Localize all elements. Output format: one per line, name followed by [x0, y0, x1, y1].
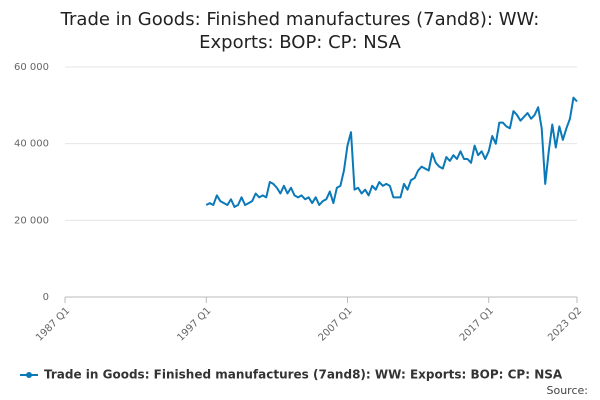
y-tick-label: 20 000	[14, 215, 49, 226]
legend-marker	[26, 372, 32, 378]
series-line	[205, 96, 578, 208]
y-tick-label: 0	[43, 292, 49, 303]
x-tick-label: 2017 Q1	[458, 305, 496, 343]
y-tick-label: 40 000	[14, 139, 49, 150]
x-tick-label: 1997 Q1	[175, 305, 213, 343]
x-tick-label: 2007 Q1	[317, 305, 355, 343]
x-tick-label: 1987 Q1	[34, 305, 72, 343]
chart-title: Trade in Goods: Finished manufactures (7…	[60, 9, 540, 53]
y-tick-label: 60 000	[14, 62, 49, 73]
x-tick-label: 2023 Q2	[546, 305, 584, 343]
legend-label: Trade in Goods: Finished manufactures (7…	[44, 368, 563, 382]
source: Source:	[547, 384, 589, 397]
